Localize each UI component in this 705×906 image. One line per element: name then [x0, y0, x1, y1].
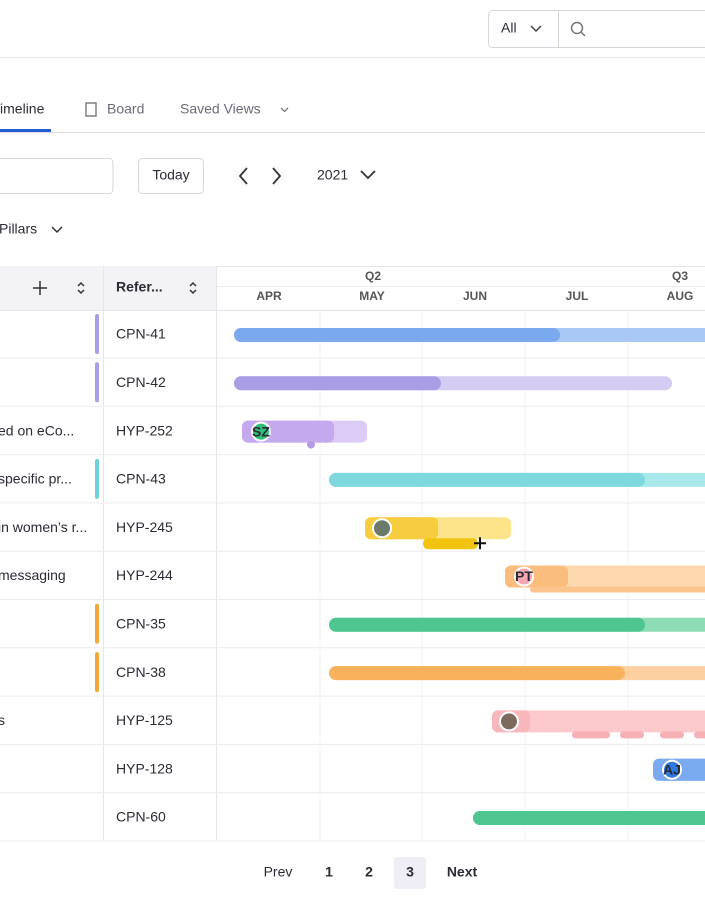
color-stripe: [95, 314, 99, 354]
timeline-bar-progress: [329, 472, 645, 487]
chevron: [530, 25, 542, 33]
timeline-bar-progress: [329, 666, 625, 681]
tab[interactable]: Board: [107, 101, 144, 117]
prev-arrow[interactable]: [238, 167, 248, 185]
subtask-bar: [572, 731, 610, 739]
month-label: JUN: [463, 289, 487, 303]
avatar: [499, 711, 519, 732]
page-number[interactable]: 1: [325, 864, 333, 880]
reference[interactable]: HYP-128: [116, 760, 173, 776]
month-label: AUG: [667, 289, 694, 303]
tab[interactable]: Saved Views: [180, 101, 261, 117]
color-stripe: [95, 458, 99, 499]
timeline-bar-progress: [473, 811, 705, 825]
active-tab-indicator: [0, 129, 51, 132]
row-title: specific pr...: [0, 471, 72, 487]
tab[interactable]: Timeline: [0, 101, 45, 117]
sort-icon[interactable]: [189, 281, 197, 295]
subtask-bar: [694, 731, 705, 739]
reference[interactable]: HYP-252: [116, 422, 173, 438]
add-icon[interactable]: [33, 281, 47, 295]
input[interactable]: [0, 158, 114, 194]
page-number[interactable]: 3: [406, 864, 414, 880]
subtask-bar: [660, 731, 684, 739]
page-number[interactable]: 2: [365, 864, 373, 880]
next-button[interactable]: Next: [447, 864, 478, 880]
reference[interactable]: CPN-43: [116, 471, 166, 487]
timeline-bar-progress: [234, 328, 560, 342]
reference[interactable]: CPN-41: [116, 326, 166, 342]
row-title: messaging: [0, 567, 66, 583]
column-title: Refer...: [116, 279, 163, 295]
avatar: [251, 421, 271, 442]
quarter-label: Q3: [672, 269, 688, 283]
button-label[interactable]: Today: [152, 167, 189, 183]
color-stripe: [95, 362, 99, 403]
chevron: [360, 170, 376, 180]
chevron: [280, 107, 289, 113]
chevron: [51, 226, 63, 234]
avatar-initials: AJ: [663, 761, 681, 777]
reference[interactable]: CPN-42: [116, 374, 166, 390]
quarter-label: Q2: [365, 269, 381, 283]
dependency-dot: [307, 440, 315, 449]
row-title: ed on eCo...: [0, 422, 74, 438]
sort-icon[interactable]: [77, 281, 85, 295]
column-header: [0, 266, 216, 310]
subtask-bar: [620, 731, 644, 739]
month-label: MAY: [359, 289, 385, 303]
avatar-initials: PT: [515, 568, 533, 584]
row-title: s: [0, 712, 5, 728]
next-arrow[interactable]: [272, 167, 282, 185]
current-page-bg: [394, 857, 426, 889]
color-stripe: [95, 652, 99, 693]
search-box[interactable]: [488, 10, 705, 48]
subtask-bar: [530, 586, 705, 593]
timeline-bar-progress: [234, 376, 441, 391]
timeline-bar-progress: [329, 617, 645, 632]
prev-button[interactable]: Prev: [264, 864, 293, 880]
avatar-initials: SZ: [252, 423, 270, 439]
year-select[interactable]: 2021: [317, 167, 348, 183]
avatar: [514, 566, 534, 587]
group-by[interactable]: Pillars: [0, 221, 37, 237]
color-stripe: [95, 603, 99, 644]
today-button[interactable]: [138, 158, 204, 194]
search-icon: [580, 31, 586, 37]
reference[interactable]: CPN-38: [116, 664, 166, 680]
filter-select[interactable]: All: [501, 20, 517, 36]
reference[interactable]: HYP-125: [116, 712, 173, 728]
reference[interactable]: CPN-60: [116, 809, 166, 825]
subtask-bar: [423, 538, 478, 550]
month-label: APR: [256, 289, 282, 303]
move-cursor: [474, 537, 486, 550]
avatar: [662, 759, 682, 780]
timeline-bar[interactable]: [492, 710, 705, 733]
reference[interactable]: HYP-245: [116, 519, 173, 535]
reference[interactable]: CPN-35: [116, 616, 166, 632]
avatar: [372, 518, 392, 539]
row-title: in women’s r...: [0, 519, 87, 535]
reference[interactable]: HYP-244: [116, 567, 173, 583]
month-label: JUL: [566, 289, 589, 303]
search-icon: [570, 21, 584, 35]
board-icon: [85, 102, 97, 117]
